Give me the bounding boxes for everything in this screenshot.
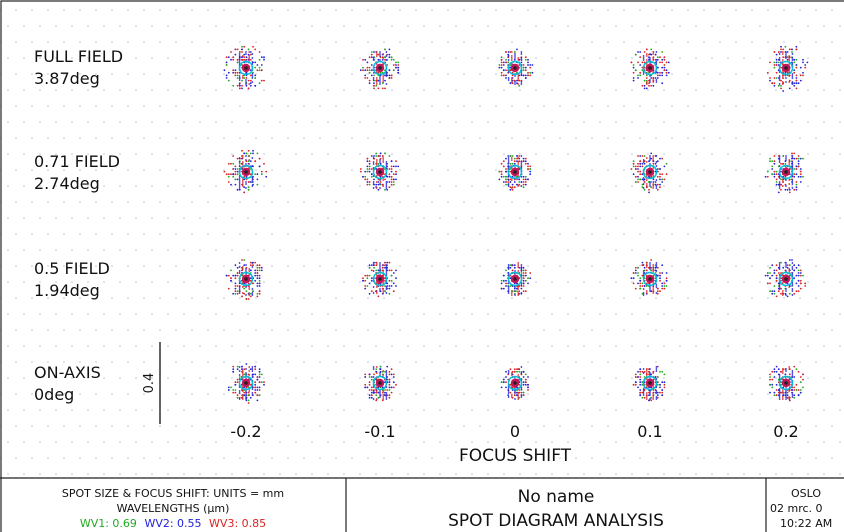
field-label-full: FULL FIELD (34, 47, 123, 66)
spot-diagram (359, 152, 400, 191)
focus-shift-label: 0 (510, 422, 520, 441)
spot-diagram (362, 261, 397, 298)
lens-name: No name (518, 487, 595, 507)
field-label-071: 0.71 FIELD (34, 152, 120, 171)
field-label-05: 0.5 FIELD (34, 259, 110, 278)
report-time: 10:22 AM (780, 517, 832, 530)
spot-grid (223, 45, 809, 404)
spot-diagram (225, 259, 263, 300)
spot-diagram (364, 365, 397, 402)
spot-diagram (766, 45, 809, 92)
analysis-title: SPOT DIAGRAM ANALYSIS (448, 511, 664, 531)
spot-diagram (498, 48, 534, 87)
field-angle-05: 1.94deg (34, 281, 100, 300)
spot-diagram (498, 155, 532, 191)
field-angle-onaxis: 0deg (34, 385, 74, 404)
field-angle-full: 3.87deg (34, 69, 100, 88)
spot-diagram (764, 259, 807, 298)
spot-diagram (227, 363, 265, 404)
field-label-onaxis: ON-AXIS (34, 363, 101, 382)
focus-shift-axis-title: FOCUS SHIFT (459, 446, 572, 466)
software-name: OSLO (791, 487, 821, 500)
wavelength-3: WV3: 0.85 (209, 517, 266, 530)
focus-shift-label: -0.1 (364, 422, 395, 441)
spot-diagram (223, 45, 265, 90)
wavelengths-title: WAVELENGTHS (μm) (117, 502, 230, 515)
spot-diagram (223, 149, 268, 194)
scale-bar-label: 0.4 (142, 373, 157, 394)
focus-shift-label: 0.2 (773, 422, 798, 441)
spot-diagram (500, 366, 529, 400)
spot-diagram (632, 365, 666, 402)
spot-diagram (764, 152, 804, 194)
spot-diagram (500, 262, 532, 296)
focus-shift-label: 0.1 (637, 422, 662, 441)
background-grid (0, 9, 841, 475)
spot-diagram (630, 48, 670, 90)
spot-diagram (769, 365, 804, 402)
report-date: 02 mrc. 0 (770, 502, 823, 515)
spot-diagram (630, 259, 668, 296)
focus-shift-label: -0.2 (230, 422, 261, 441)
spot-diagram (630, 152, 668, 194)
wavelength-2: WV2: 0.55 (144, 517, 201, 530)
wavelengths-list: WV1: 0.69 WV2: 0.55 WV3: 0.85 (80, 517, 266, 530)
field-angle-071: 2.74deg (34, 174, 100, 193)
wavelength-1: WV1: 0.69 (80, 517, 137, 530)
units-note: SPOT SIZE & FOCUS SHIFT: UNITS = mm (62, 487, 284, 500)
spot-diagram (359, 48, 400, 90)
